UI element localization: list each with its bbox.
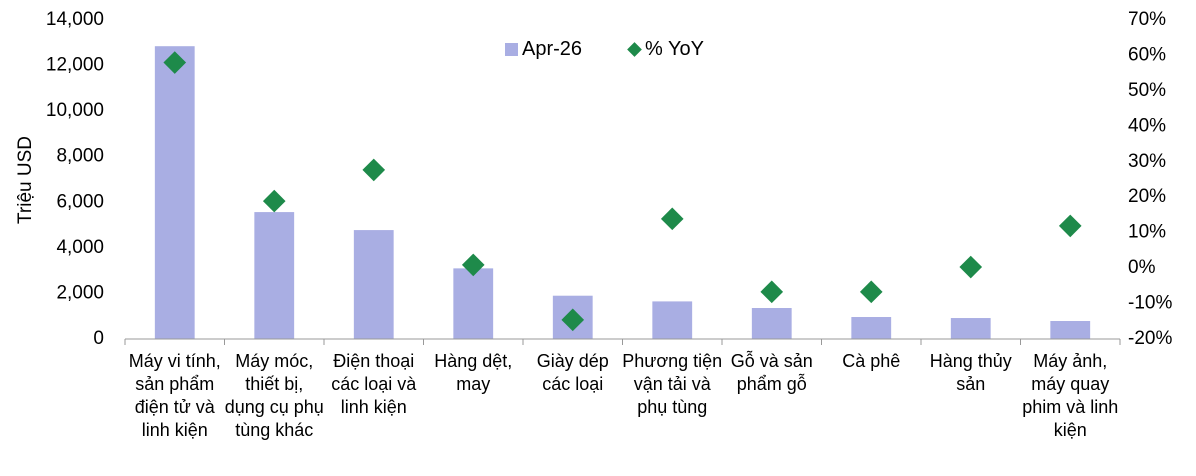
diamond-marker [959,255,983,279]
y2-tick-label: 60% [1128,44,1166,65]
x-tick-label: Máy móc, thiết bị, dụng cụ phụ tùng khác [224,351,324,440]
x-tick-label: Hàng thủy sản [929,351,1012,394]
bar [851,317,892,339]
diamond-marker [660,207,684,231]
bar [950,318,991,339]
x-tick-label: Gỗ và sản phẩm gỗ [730,351,813,394]
y2-tick-label: 20% [1128,186,1166,207]
diamond-marker [262,189,286,213]
x-tick-label: Máy vi tính, sản phẩm điện tử và linh ki… [128,351,221,440]
x-tick-label: Hàng dệt, may [434,351,513,394]
y2-tick-label: -20% [1128,328,1172,349]
y2-tick-label: 50% [1128,80,1166,101]
y2-tick-label: 40% [1128,115,1166,136]
x-tick-label: Điện thoại các loại và linh kiện [331,351,417,417]
y-tick-label: 6,000 [56,191,104,212]
y-tick-label: 2,000 [56,282,104,303]
y-axis-label: Triệu USD [15,136,36,224]
x-tick-label: Máy ảnh, máy quay phim và linh kiện [1022,351,1119,440]
bar [154,46,195,339]
x-tick-label: Giày dép các loại [536,351,609,394]
y-tick-label: 14,000 [46,9,104,30]
y2-tick-label: -10% [1128,293,1172,314]
y-tick-label: 10,000 [46,100,104,121]
legend-label: Apr-26 [522,38,583,60]
bar [751,308,792,339]
legend-item: % YoY [627,38,704,61]
bar [254,212,295,339]
diamond-marker [461,253,485,277]
y-tick-label: 12,000 [46,55,104,76]
legend-item: Apr-26 [505,38,582,61]
x-tick-label: Cà phê [842,351,901,371]
y2-tick-label: 30% [1128,151,1166,172]
y2-tick-label: 0% [1128,257,1156,278]
bar [453,268,494,339]
legend-swatch [505,43,518,56]
diamond-marker [1058,214,1082,238]
x-tick-label: Phương tiện vận tải và phụ tùng [622,351,723,417]
y-tick-label: 0 [93,328,104,349]
bar [353,230,394,339]
y2-tick-label: 70% [1128,9,1166,30]
diamond-marker [859,280,883,304]
diamond-marker [561,308,585,332]
diamond-marker [760,280,784,304]
y-tick-label: 4,000 [56,237,104,258]
bar [652,301,693,339]
diamond-marker [362,158,386,182]
legend-label: % YoY [645,38,704,60]
legend-swatch [627,42,642,57]
bar [1050,320,1091,339]
y-tick-label: 8,000 [56,146,104,167]
y2-tick-label: 10% [1128,222,1166,243]
